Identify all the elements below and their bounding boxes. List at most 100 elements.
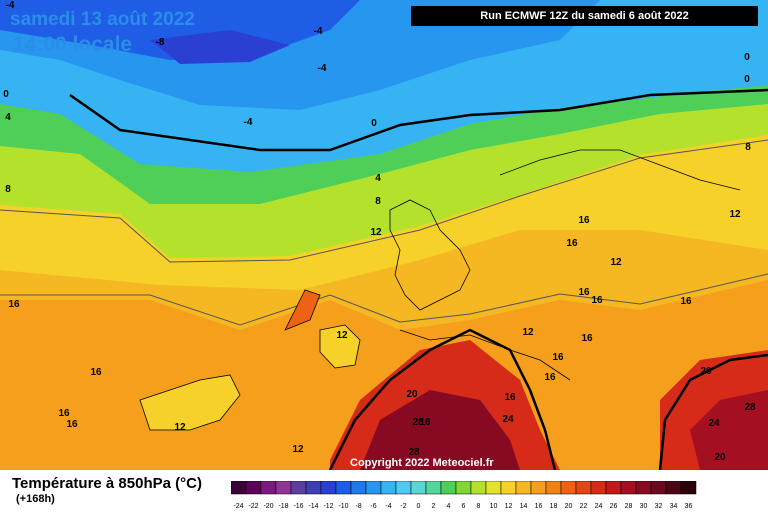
isotherm-label: 24: [708, 418, 720, 429]
scale-tick-label: 32: [655, 503, 663, 510]
temp-zone-hottest-east: [690, 390, 768, 470]
isotherm-label: 16: [58, 408, 70, 419]
color-scale: -24 -22 -20 -18 -16 -14 -12 -10 -8 -6 -4 -2 0 2 4 6 8 10 1…: [231, 481, 697, 510]
isotherm-label: -4: [244, 117, 253, 128]
isotherm-label: -4: [318, 63, 327, 74]
scale-tick-label: -12: [323, 503, 333, 510]
temp-zone-hottest-west: [360, 390, 520, 470]
color-swatch: [290, 481, 307, 495]
temperature-map: -4-8-4-4-4 000044888121212121212121616161…: [0, 0, 768, 470]
isotherm-label: -4: [6, 0, 15, 11]
isotherm-label: 20: [406, 389, 418, 400]
color-swatch: [590, 481, 607, 495]
color-swatch: [515, 481, 532, 495]
isotherm-label: 12: [336, 330, 348, 341]
isotherm-label: 12: [174, 422, 186, 433]
scale-tick-label: 4: [447, 503, 451, 510]
isotherm-label: 8: [375, 196, 381, 207]
scale-tick-label: 12: [505, 503, 513, 510]
scale-tick-label: 8: [477, 503, 481, 510]
temp-zone-core: [150, 30, 290, 64]
scale-tick-label: 2: [432, 503, 436, 510]
temp-zone-cool: [0, 100, 768, 258]
color-swatch: [455, 481, 472, 495]
scale-tick-label: -8: [355, 503, 361, 510]
scale-tick-label: -2: [400, 503, 406, 510]
scale-tick-label: 14: [520, 503, 528, 510]
isotherm-label: 16: [90, 367, 102, 378]
isotherm-label: 16: [419, 417, 431, 428]
isotherm-label: 16: [581, 333, 593, 344]
isotherm-label: 20: [714, 452, 726, 463]
isotherm-label: 28: [744, 402, 756, 413]
model-run-banner: Run ECMWF 12Z du samedi 6 août 2022: [411, 6, 758, 26]
isotherm-label: 8: [745, 142, 751, 153]
color-swatch: [620, 481, 637, 495]
color-swatch: [650, 481, 667, 495]
scale-tick-label: 30: [640, 503, 648, 510]
color-swatch: [231, 481, 247, 495]
isotherm-label: 0: [744, 74, 750, 85]
color-swatch: [380, 481, 397, 495]
forecast-date: samedi 13 août 2022: [10, 9, 195, 30]
scale-tick-label: 10: [490, 503, 498, 510]
color-swatch: [560, 481, 577, 495]
isotherm-label: 16: [552, 352, 564, 363]
contour-8c: [0, 139, 768, 263]
isotherm-label: 0: [3, 89, 9, 100]
cool-pocket-atlantic: [139, 374, 241, 431]
legend-subtitle: (+168h): [16, 493, 55, 505]
isotherm-label: 24: [502, 414, 514, 425]
color-swatch: [665, 481, 682, 495]
warm-pocket-atlantic: [284, 289, 321, 331]
isotherm-label: 16: [504, 392, 516, 403]
scale-tick-label: 18: [550, 503, 558, 510]
isotherm-label: 28: [412, 417, 424, 428]
contour-20c-east: [658, 353, 768, 470]
isotherm-label: 16: [578, 215, 590, 226]
isotherm-label: 12: [729, 209, 741, 220]
scale-tick-label: -4: [385, 503, 391, 510]
isotherm-label: -8: [156, 37, 165, 48]
color-swatch: [500, 481, 517, 495]
isotherm-label: 12: [370, 227, 382, 238]
isotherm-label: 16: [591, 295, 603, 306]
scale-tick-label: 0: [417, 503, 421, 510]
temp-zone-fresh: [0, 80, 768, 204]
color-swatch: [605, 481, 622, 495]
scale-tick-label: -18: [278, 503, 288, 510]
isotherm-label: -4: [314, 26, 323, 37]
isotherm-label: 12: [522, 327, 534, 338]
isotherm-label: 16: [680, 296, 692, 307]
color-swatch: [485, 481, 502, 495]
color-swatch: [275, 481, 292, 495]
scale-tick-label: 34: [670, 503, 678, 510]
isotherm-label: 16: [66, 419, 78, 430]
scale-tick-label: 26: [610, 503, 618, 510]
scale-tick-label: -6: [370, 503, 376, 510]
scale-tick-label: -10: [338, 503, 348, 510]
isotherm-label: 16: [544, 372, 556, 383]
scale-tick-label: 16: [535, 503, 543, 510]
coast-baltic: [499, 149, 741, 191]
scale-tick-label: -22: [248, 503, 258, 510]
color-swatch: [635, 481, 652, 495]
color-swatch: [245, 481, 262, 495]
isotherm-label: 0: [744, 52, 750, 63]
scale-tick-label: -24: [233, 503, 243, 510]
coast-west-europe: [389, 199, 471, 311]
isotherm-label: 28: [408, 447, 420, 458]
color-swatch: [575, 481, 592, 495]
isotherm-label: 16: [8, 299, 20, 310]
color-swatch: [440, 481, 457, 495]
isotherm-labels: -4-8-4-4-4 000044888121212121212121616161…: [3, 0, 756, 463]
color-swatch: [305, 481, 322, 495]
isotherm-label: 12: [610, 257, 622, 268]
color-swatch: [395, 481, 412, 495]
scale-tick-label: 28: [625, 503, 633, 510]
scale-tick-label: 6: [462, 503, 466, 510]
copyright-notice: Copyright 2022 Meteociel.fr: [350, 457, 494, 469]
scale-tick-label: -16: [293, 503, 303, 510]
color-swatch: [680, 481, 697, 495]
isotherm-label: 16: [578, 287, 590, 298]
